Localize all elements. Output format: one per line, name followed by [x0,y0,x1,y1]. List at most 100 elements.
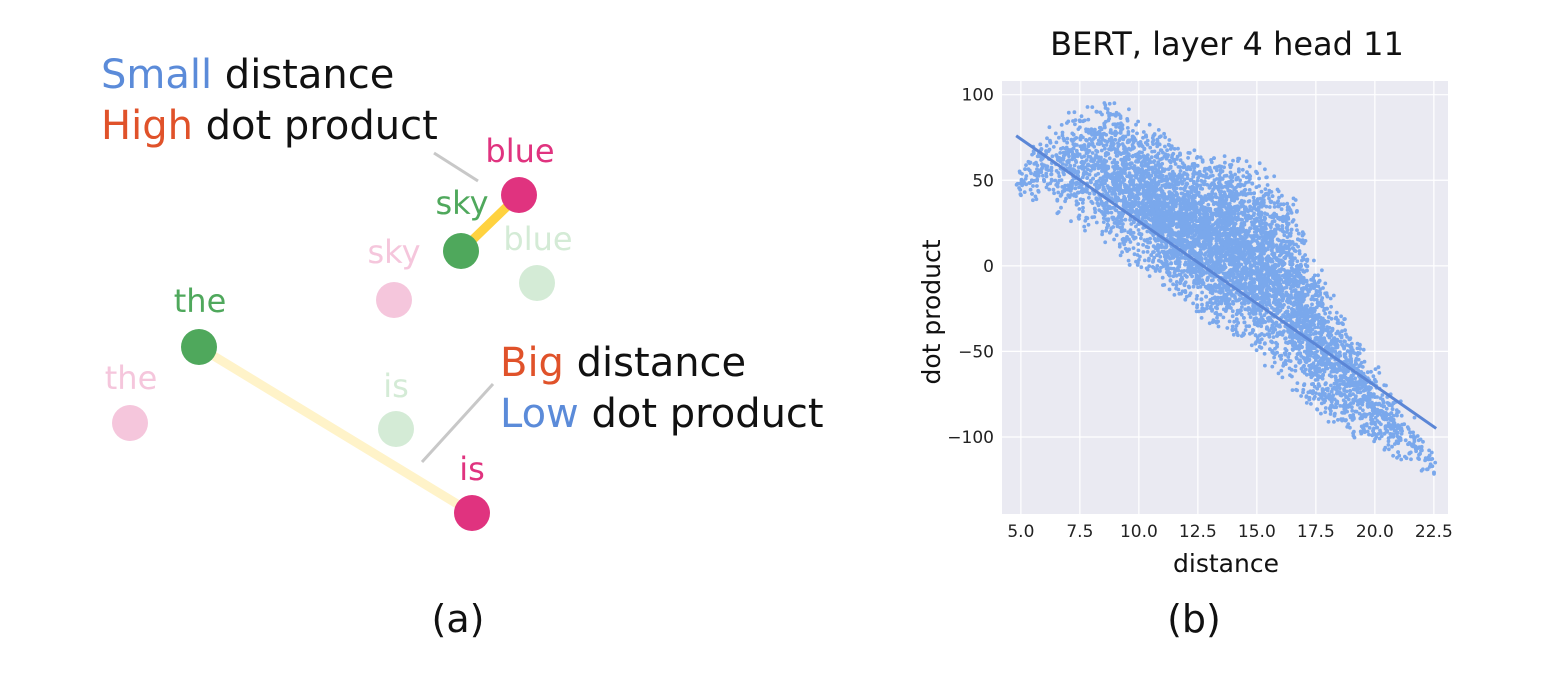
scatter-point [1346,397,1351,402]
scatter-point [1076,154,1080,159]
scatter-point [1324,341,1328,345]
scatter-point [1071,119,1075,123]
legend-accent-low: Low [500,391,579,437]
scatter-point [1384,406,1389,411]
scatter-point [1360,365,1365,369]
scatter-point [1175,154,1180,159]
scatter-point [1079,155,1084,160]
scatter-point [1074,202,1079,207]
scatter-point [1222,190,1227,195]
scatter-point [1151,160,1156,165]
scatter-point [1339,314,1343,319]
scatter-point [1096,203,1101,208]
scatter-point [1360,416,1364,421]
scatter-point [1203,256,1208,261]
scatter-point [1312,396,1316,401]
scatter-point [1125,117,1130,121]
scatter-point [1218,312,1223,317]
scatter-point [1281,229,1286,234]
scatter-point [1145,142,1150,147]
scatter-point [1238,205,1243,209]
scatter-point [1156,243,1160,247]
word-the-key: the [174,282,227,320]
scatter-point [1052,191,1056,196]
chart-title-rest: layer 4 head 11 [1142,25,1404,63]
scatter-point [1290,388,1295,392]
scatter-point [1159,265,1163,270]
scatter-point [1277,238,1281,243]
scatter-point [1174,283,1179,288]
scatter-point [1168,217,1173,222]
link-the-is [194,342,477,518]
dot-sky-faded [376,282,412,318]
scatter-point [1055,198,1060,203]
scatter-point [1178,169,1183,173]
scatter-point [1186,156,1190,160]
scatter-point [1235,205,1240,209]
scatter-point [1305,264,1310,269]
scatter-point [1286,355,1291,359]
scatter-point [1294,223,1299,228]
scatter-point [1319,411,1323,416]
scatter-point [1194,231,1199,235]
scatter-point [1270,219,1275,224]
scatter-point [1108,130,1113,135]
scatter-point [1298,262,1303,267]
scatter-point [1262,266,1267,271]
scatter-point [1077,118,1082,123]
scatter-point [1405,425,1410,429]
scatter-point [1126,258,1131,263]
scatter-point [1159,148,1164,153]
scatter-point [1281,247,1285,252]
scatter-point [1263,187,1268,192]
scatter-point [1286,250,1291,255]
scatter-point [1085,167,1090,172]
scatter-point [1167,287,1172,292]
scatter-point [1356,398,1361,403]
scatter-point [1065,140,1069,145]
scatter-point [1171,282,1175,287]
scatter-point [1078,144,1083,149]
scatter-point [1104,143,1109,147]
scatter-point [1067,158,1071,163]
scatter-point [1371,374,1376,379]
scatter-point [1345,343,1349,347]
scatter-point [1227,305,1232,310]
scatter-point [1148,181,1153,186]
scatter-point [1112,198,1117,203]
scatter-point [1091,176,1095,181]
scatter-point [1276,371,1281,376]
scatter-point [1343,408,1348,412]
scatter-point [1230,309,1235,314]
scatter-point [1263,211,1267,216]
scatter-point [1280,251,1285,255]
scatter-point [1141,130,1146,134]
scatter-point [1349,401,1353,406]
scatter-point [1127,171,1132,176]
word-blue-faded: blue [503,220,572,258]
scatter-point [1283,250,1288,255]
legend-low-dot-product: Low dot product [500,391,824,437]
scatter-point [1315,349,1319,354]
scatter-point [1197,212,1202,217]
scatter-point [1230,324,1235,329]
scatter-point [1251,195,1256,200]
scatter-point [1171,274,1176,279]
scatter-point [1031,198,1035,203]
scatter-point [1220,169,1225,174]
scatter-point [1024,163,1028,168]
scatter-point [1100,160,1104,165]
scatter-point [1223,309,1228,313]
scatter-point [1343,328,1347,333]
scatter-point [1094,179,1099,184]
scatter-point [1278,303,1283,307]
scatter-point [1076,215,1081,219]
scatter-point [1072,163,1077,168]
scatter-point [1147,274,1152,278]
scatter-point [1194,297,1199,301]
scatter-point [1261,198,1266,202]
scatter-point [1194,281,1199,286]
scatter-point [1170,153,1175,158]
scatter-point [1090,105,1095,109]
scatter-point [1088,168,1093,173]
